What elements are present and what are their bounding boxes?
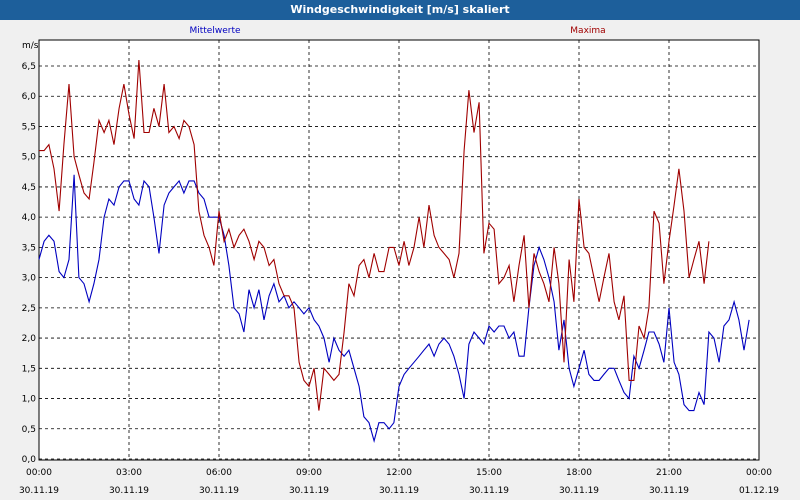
y-tick-label: 1,0: [22, 395, 37, 405]
series-line-mittelwerte: [38, 174, 750, 443]
x-tick-date: 30.11.19: [199, 486, 239, 496]
grid: [38, 40, 760, 460]
x-tick-time: 18:00: [566, 468, 592, 478]
x-tick-date: 30.11.19: [469, 486, 509, 496]
chart-title: Windgeschwindigkeit [m/s] skaliert: [0, 0, 800, 20]
y-tick-label: 2,0: [22, 334, 37, 344]
x-tick-date: 30.11.19: [379, 486, 419, 496]
x-tick-date: 30.11.19: [559, 486, 599, 496]
x-tick-time: 06:00: [206, 468, 232, 478]
y-tick-label: 5,0: [22, 153, 37, 163]
y-tick-label: 2,5: [22, 304, 36, 314]
x-tick-time: 09:00: [296, 468, 322, 478]
series-line-maxima: [39, 59, 710, 411]
x-tick-date: 30.11.19: [109, 486, 149, 496]
x-tick-time: 00:00: [746, 468, 772, 478]
y-tick-label: 6,0: [22, 92, 37, 102]
y-axis-label: m/s: [22, 41, 39, 51]
legend-mittelwerte: Mittelwerte: [189, 26, 240, 36]
y-tick-label: 4,0: [22, 213, 37, 223]
series-layer: [38, 59, 750, 443]
x-tick-time: 21:00: [656, 468, 682, 478]
axes: 0,0 0,5 1,0 1,5 2,0 2,5 3,0 3,5 4,0 4,5 5,0 5,5 6,0 6…: [19, 62, 779, 496]
y-tick-label: 1,5: [22, 364, 36, 374]
x-tick-time: 03:00: [116, 468, 142, 478]
y-tick-label: 3,5: [22, 243, 36, 253]
y-tick-label: 6,5: [22, 62, 36, 72]
x-tick-date: 01.12.19: [739, 486, 779, 496]
x-tick-date: 30.11.19: [19, 486, 59, 496]
y-tick-label: 0,0: [22, 455, 37, 465]
x-tick-date: 30.11.19: [649, 486, 689, 496]
x-tick-time: 15:00: [476, 468, 502, 478]
y-tick-label: 4,5: [22, 183, 36, 193]
legend-maxima: Maxima: [570, 26, 605, 36]
y-tick-label: 0,5: [22, 425, 36, 435]
x-tick-time: 00:00: [26, 468, 52, 478]
y-tick-label: 5,5: [22, 122, 36, 132]
x-tick-date: 30.11.19: [289, 486, 329, 496]
y-tick-label: 3,0: [22, 274, 37, 284]
x-tick-time: 12:00: [386, 468, 412, 478]
